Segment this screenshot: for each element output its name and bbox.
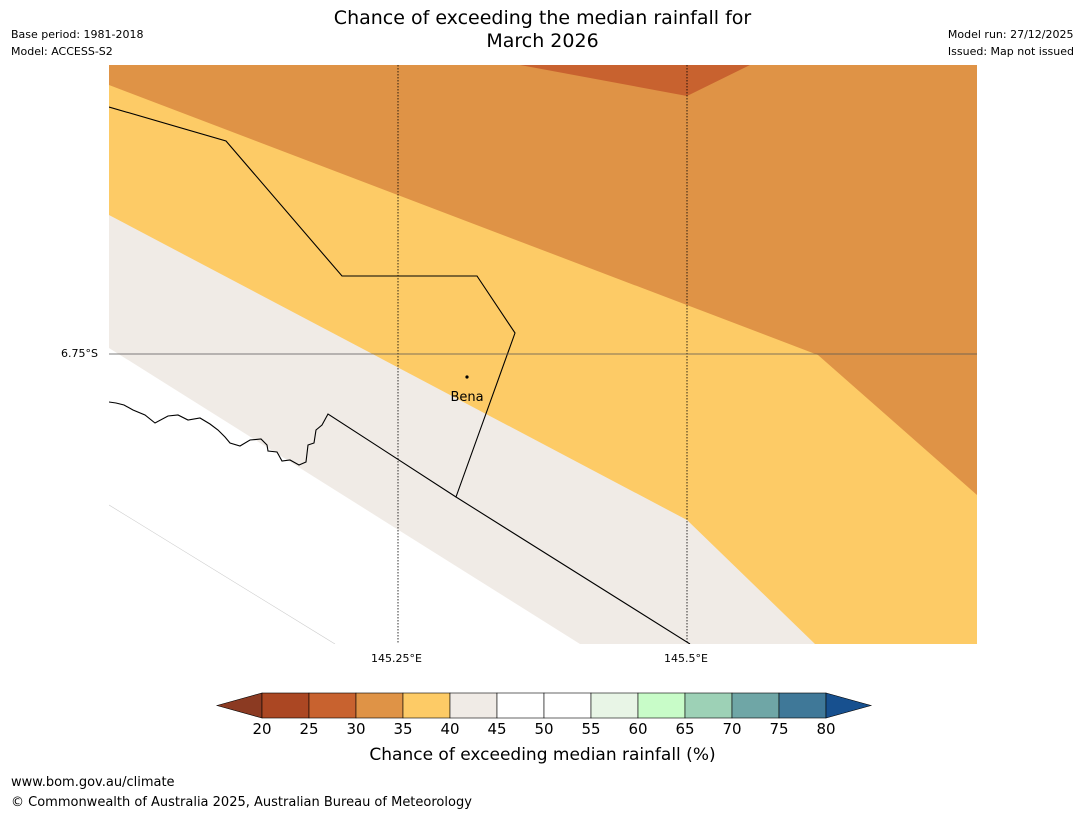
colorbar-title: Chance of exceeding median rainfall (%) [369, 745, 716, 765]
faint-contour [109, 504, 336, 644]
colorbar-tick-label: 55 [581, 720, 601, 738]
title-line-2: March 2026 [486, 30, 599, 52]
colorbar-over-arrow [825, 692, 873, 719]
town-marker [465, 375, 469, 379]
lon-label-2: 145.5°E [664, 652, 708, 665]
colorbar-bin [637, 692, 686, 719]
model-name: Model: ACCESS-S2 [11, 45, 113, 58]
colorbar-bin [496, 692, 545, 719]
colorbar-bin [543, 692, 592, 719]
footer-copyright: © Commonwealth of Australia 2025, Austra… [11, 795, 472, 810]
colorbar-tick-label: 60 [628, 720, 648, 738]
colorbar-bin [449, 692, 498, 719]
colorbar-bin [402, 692, 451, 719]
coastline [109, 401, 457, 498]
colorbar-tick-labels: 20 25 30 35 40 45 50 55 60 65 70 75 80 [0, 720, 1085, 740]
colorbar-bin [590, 692, 639, 719]
issued-status: Issued: Map not issued [947, 45, 1074, 58]
colorbar-bin [355, 692, 404, 719]
meta-right: Model run: 27/12/2025 Issued: Map not is… [948, 26, 1074, 60]
colorbar [215, 692, 873, 719]
colorbar-tick-label: 25 [299, 720, 319, 738]
colorbar-bin [731, 692, 780, 719]
colorbar-tick-label: 20 [252, 720, 272, 738]
colorbar-tick-label: 35 [393, 720, 413, 738]
colorbar-bin [684, 692, 733, 719]
colorbar-tick-label: 80 [816, 720, 836, 738]
title-line-1: Chance of exceeding the median rainfall … [333, 7, 752, 29]
colorbar-tick-label: 45 [487, 720, 507, 738]
colorbar-under-arrow [215, 692, 263, 719]
base-period: Base period: 1981-2018 [11, 28, 144, 41]
colorbar-tick-label: 40 [440, 720, 460, 738]
footer-url: www.bom.gov.au/climate [11, 775, 175, 790]
meta-left: Base period: 1981-2018 Model: ACCESS-S2 [11, 26, 143, 60]
colorbar-tick-label: 30 [346, 720, 366, 738]
colorbar-bin [261, 692, 310, 719]
town-label: Bena [450, 390, 483, 405]
colorbar-bin [778, 692, 827, 719]
colorbar-tick-label: 50 [534, 720, 554, 738]
region-25-30 [520, 65, 750, 96]
colorbar-bin [308, 692, 357, 719]
map-title: Chance of exceeding the median rainfall … [0, 7, 1085, 53]
colorbar-tick-label: 70 [722, 720, 742, 738]
lon-label-1: 145.25°E [371, 652, 422, 665]
colorbar-tick-label: 75 [769, 720, 789, 738]
lat-label: 6.75°S [61, 347, 98, 360]
region-no-data [109, 348, 580, 644]
colorbar-tick-label: 65 [675, 720, 695, 738]
model-run: Model run: 27/12/2025 [947, 28, 1074, 41]
